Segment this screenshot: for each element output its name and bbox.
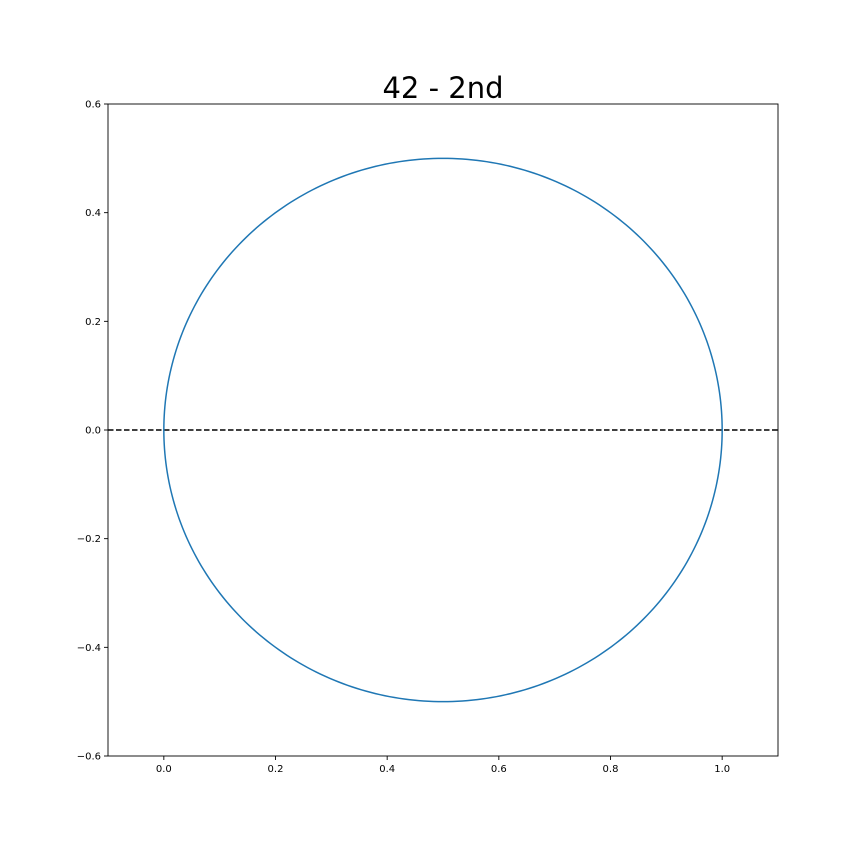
y-tick-label: −0.4 xyxy=(77,643,101,654)
axis-ticks: 0.0 0.2 0.4 0.6 0.8 1.0 −0.6 −0.4 −0.2 0.0 0.2 0.4 0… xyxy=(77,100,730,776)
series-line-0 xyxy=(163,157,723,703)
y-tick-label: 0.2 xyxy=(85,317,101,328)
y-tick-label: 0.0 xyxy=(85,426,101,437)
x-tick-label: 0.4 xyxy=(379,764,395,775)
y-tick-label: 0.4 xyxy=(85,208,101,219)
x-tick-label: 0.2 xyxy=(268,764,284,775)
y-tick-label: −0.2 xyxy=(77,534,101,545)
x-tick-label: 0.6 xyxy=(491,764,507,775)
y-tick-label: 0.6 xyxy=(85,100,101,111)
plot-area xyxy=(108,157,778,703)
x-tick-label: 0.0 xyxy=(156,764,172,775)
x-tick-label: 1.0 xyxy=(714,764,730,775)
axes-frame xyxy=(107,103,779,757)
chart-title: 42 - 2nd xyxy=(382,71,503,105)
y-tick-label: −0.6 xyxy=(77,752,101,763)
x-tick-label: 0.8 xyxy=(603,764,619,775)
